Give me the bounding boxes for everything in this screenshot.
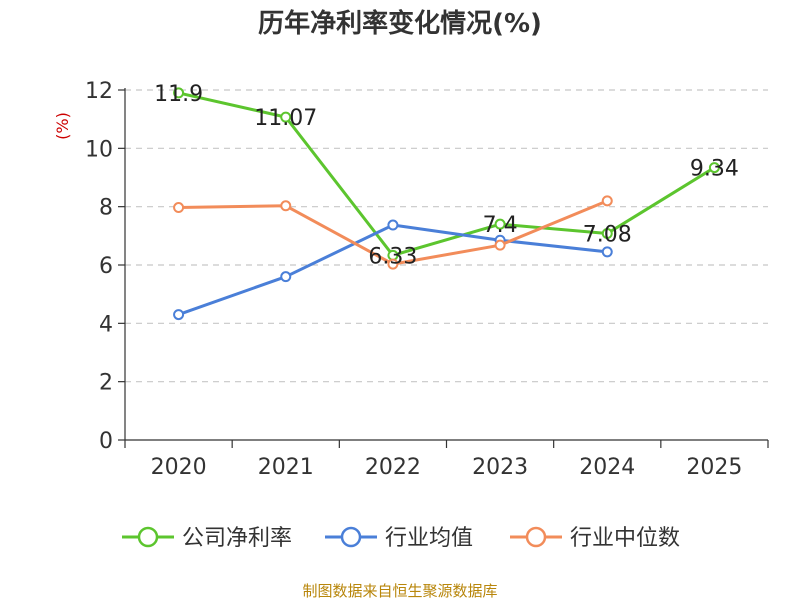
point-s0-2024 <box>601 228 613 239</box>
point-s2-2023 <box>494 239 506 251</box>
point-s0-2025 <box>708 162 720 174</box>
legend-marker-0 <box>137 526 159 548</box>
point-s1-2020 <box>173 309 185 321</box>
grid-lines <box>125 89 768 383</box>
y-tick-label-12: 12 <box>85 79 113 104</box>
legend-item-1[interactable]: 行业均值 <box>325 526 473 551</box>
x-tick-label-2021: 2021 <box>258 455 314 480</box>
point-s0-2020 <box>173 87 185 99</box>
data-label-2024: 7.08 <box>583 223 632 248</box>
series-line-1 <box>178 223 608 316</box>
y-tick-label-2: 2 <box>99 371 113 396</box>
data-label-2022: 6.33 <box>368 244 417 269</box>
legend[interactable]: 公司净利率 行业均值 行业中位数 <box>122 526 680 551</box>
data-labels: 11.9 11.07 6.33 7.4 7.08 9.34 <box>154 82 739 269</box>
point-s1-2021 <box>280 271 292 283</box>
legend-item-0[interactable]: 公司净利率 <box>122 526 292 551</box>
axes: 0 2 4 6 8 10 12 2020 2021 2022 2023 2024 2025 <box>85 79 769 480</box>
y-tick-label-6: 6 <box>99 254 113 279</box>
point-s1-2024 <box>601 246 613 258</box>
x-tick-label-2025: 2025 <box>686 455 742 480</box>
data-label-2021: 11.07 <box>254 106 317 131</box>
series-layer <box>173 87 720 321</box>
x-tick-label-2024: 2024 <box>579 455 635 480</box>
x-tick-label-2022: 2022 <box>365 455 421 480</box>
point-s1-2022 <box>387 219 399 231</box>
y-tick-label-10: 10 <box>85 137 113 162</box>
point-s2-2021 <box>280 200 292 212</box>
series-line-0 <box>178 91 716 257</box>
y-tick-label-0: 0 <box>99 429 113 454</box>
y-tick-label-4: 4 <box>99 312 113 337</box>
legend-marker-2 <box>525 526 547 548</box>
point-s2-2020 <box>173 202 185 214</box>
point-s0-2023 <box>494 218 506 230</box>
y-tick-label-8: 8 <box>99 196 113 221</box>
legend-label-2: 行业中位数 <box>570 526 680 551</box>
legend-label-0: 公司净利率 <box>182 526 292 551</box>
data-label-2025: 9.34 <box>690 157 739 182</box>
point-s0-2021 <box>280 111 292 123</box>
source-note: 制图数据来自恒生聚源数据库 <box>302 582 497 600</box>
legend-label-1: 行业均值 <box>385 526 473 551</box>
point-s2-2024 <box>601 195 613 207</box>
x-tick-label-2023: 2023 <box>472 455 528 480</box>
chart-title: 历年净利率变化情况(%) <box>258 8 542 39</box>
legend-item-2[interactable]: 行业中位数 <box>510 526 680 551</box>
x-tick-label-2020: 2020 <box>151 455 207 480</box>
point-s2-2022 <box>387 258 399 270</box>
y-axis-unit: (%) <box>53 112 72 140</box>
legend-marker-1 <box>340 526 362 548</box>
data-label-2023: 7.4 <box>483 213 518 238</box>
data-label-2020: 11.9 <box>154 82 203 107</box>
